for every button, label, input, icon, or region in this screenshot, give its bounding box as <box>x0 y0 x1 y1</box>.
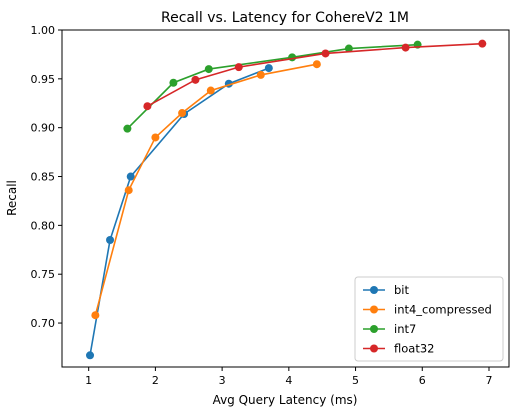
data-point <box>91 311 100 320</box>
data-point <box>204 65 213 74</box>
legend-marker <box>370 305 378 314</box>
data-point <box>344 44 353 53</box>
y-tick-label: 0.70 <box>31 317 56 330</box>
data-point <box>151 133 160 142</box>
series-float32 <box>143 39 487 111</box>
legend-label: int7 <box>394 322 416 336</box>
x-tick-label: 7 <box>485 374 492 387</box>
data-point <box>126 172 135 181</box>
data-point <box>321 49 330 58</box>
x-tick-label: 4 <box>285 374 292 387</box>
data-point <box>401 43 410 52</box>
data-point <box>234 63 243 72</box>
data-point <box>256 70 265 79</box>
series-line <box>126 43 418 130</box>
chart-title: Recall vs. Latency for CohereV2 1M <box>161 10 409 26</box>
x-tick-label: 1 <box>85 374 92 387</box>
legend: bit int4_compressed int7 float32 <box>354 276 504 362</box>
plot-area <box>86 39 487 360</box>
series-line <box>89 67 270 356</box>
data-point <box>478 39 487 48</box>
data-point <box>312 60 321 69</box>
data-point <box>169 78 178 87</box>
x-axis-label: Avg Query Latency (ms) <box>213 393 358 407</box>
y-axis-label: Recall <box>5 180 19 216</box>
data-point <box>206 86 215 95</box>
data-point <box>288 53 297 62</box>
legend-label: bit <box>394 283 409 297</box>
y-tick-label: 0.75 <box>31 268 56 281</box>
series-line <box>147 42 483 107</box>
axes-frame <box>61 29 510 368</box>
y-axis-ticks: 0.70 0.75 0.80 0.85 0.90 0.95 1.00 <box>31 24 62 330</box>
x-tick-label: 3 <box>219 374 226 387</box>
data-point <box>123 124 132 133</box>
data-point <box>178 109 187 118</box>
y-tick-label: 1.00 <box>31 24 56 37</box>
legend-label: int4_compressed <box>394 303 492 317</box>
legend-marker <box>370 286 378 294</box>
x-tick-label: 6 <box>419 374 426 387</box>
y-tick-label: 0.85 <box>31 171 56 184</box>
y-tick-label: 0.90 <box>31 122 56 135</box>
x-tick-label: 2 <box>152 374 159 387</box>
legend-marker <box>370 344 378 353</box>
legend-marker <box>370 325 378 333</box>
data-point <box>86 351 95 360</box>
data-point <box>143 102 152 111</box>
x-tick-label: 5 <box>352 374 359 387</box>
x-axis-ticks: 1 2 3 4 5 6 7 <box>85 367 492 387</box>
y-tick-label: 0.80 <box>31 219 56 232</box>
data-point <box>264 64 273 73</box>
series-int4_compressed <box>91 60 321 320</box>
data-point <box>191 75 200 84</box>
y-tick-label: 0.95 <box>31 73 56 86</box>
legend-box <box>354 276 504 362</box>
series-int7 <box>123 40 422 133</box>
data-point <box>106 236 115 245</box>
legend-label: float32 <box>394 342 434 356</box>
data-point <box>124 186 133 195</box>
